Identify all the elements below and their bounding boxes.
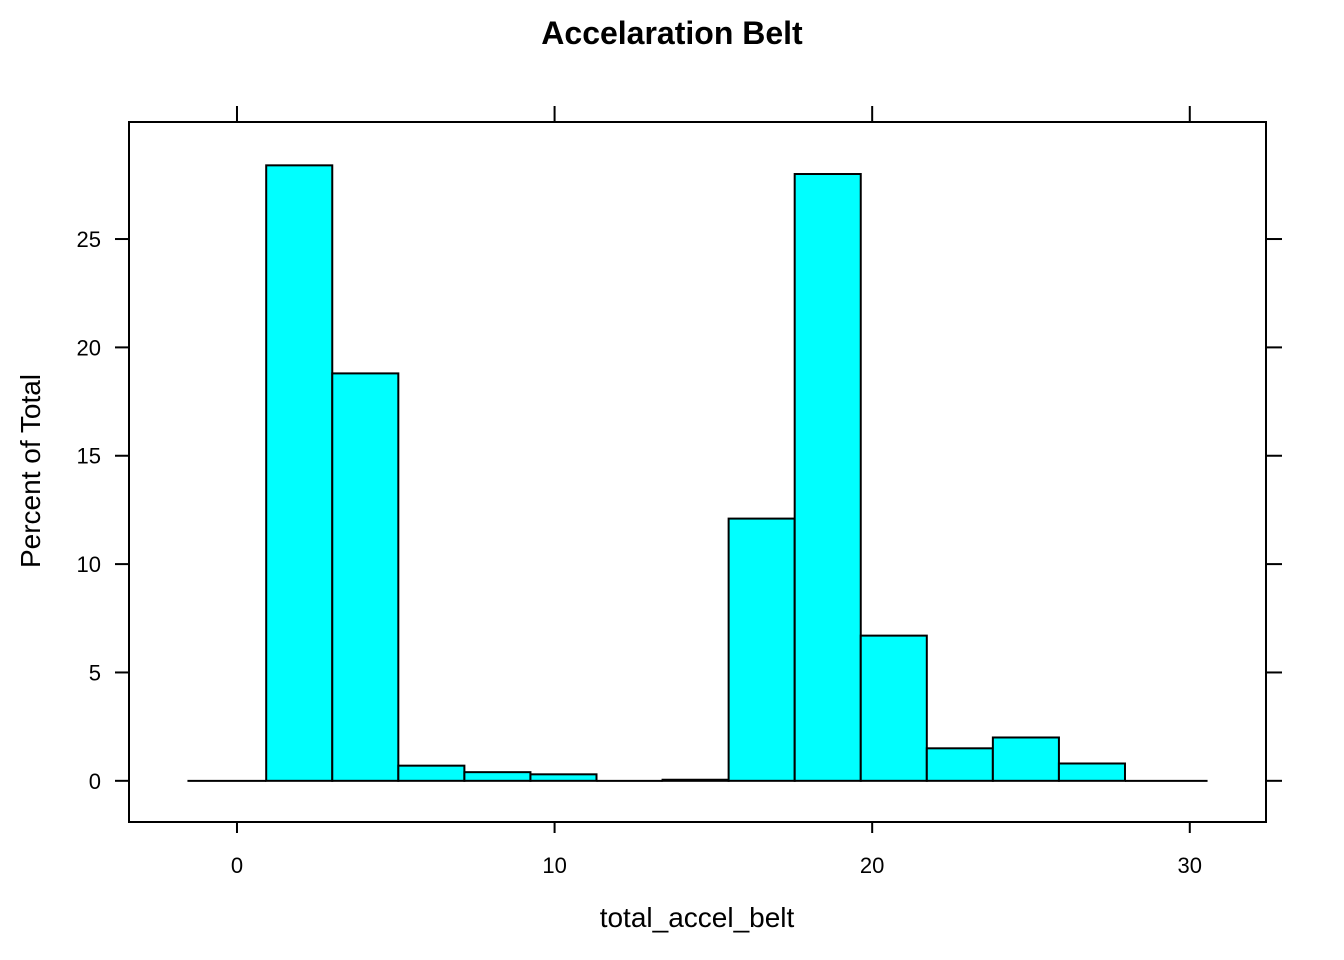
x-tick-label-20: 20 [860, 853, 884, 878]
y-tick-label-10: 10 [77, 552, 101, 577]
histogram-bar-5 [529, 773, 598, 782]
histogram-bar-9 [793, 173, 862, 782]
x-axis-label: total_accel_belt [600, 902, 795, 933]
histogram-bar-4 [463, 771, 532, 782]
y-tick-label-0: 0 [89, 769, 101, 794]
histogram-bar-3 [397, 764, 466, 782]
y-tick-label-15: 15 [77, 444, 101, 469]
histogram-bar-8 [727, 517, 796, 782]
histogram-bar-12 [991, 736, 1060, 782]
y-tick-label-20: 20 [77, 335, 101, 360]
bars-group [187, 164, 1208, 782]
histogram-bar-13 [1057, 762, 1126, 782]
x-tick-label-0: 0 [231, 853, 243, 878]
histogram-bar-7 [661, 778, 730, 782]
x-tick-label-10: 10 [542, 853, 566, 878]
y-tick-label-25: 25 [77, 227, 101, 252]
histogram-bar-2 [331, 372, 400, 782]
histogram-bar-1 [265, 164, 334, 782]
histogram-bar-10 [859, 634, 928, 782]
ticks-group: 0 10 20 30 0 5 10 15 20 25 [77, 106, 1282, 878]
plot-frame [128, 121, 1267, 823]
x-tick-label-30: 30 [1178, 853, 1202, 878]
histogram-bar-11 [925, 747, 994, 782]
chart-title: Accelaration Belt [541, 15, 803, 51]
y-axis-label: Percent of Total [15, 374, 46, 568]
y-tick-label-5: 5 [89, 660, 101, 685]
